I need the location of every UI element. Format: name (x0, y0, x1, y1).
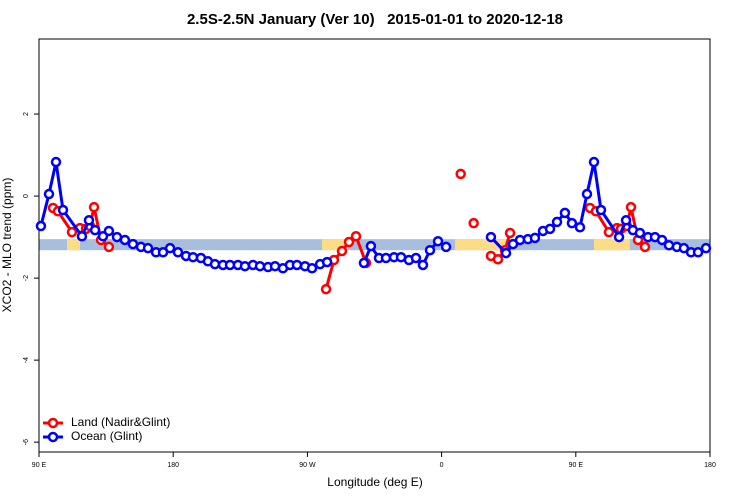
point (440, 241, 452, 253)
point (544, 223, 556, 235)
point (410, 252, 422, 264)
x-tick-label: 90 W (299, 462, 316, 469)
point (358, 257, 370, 269)
land-band (67, 239, 81, 251)
point (500, 247, 512, 259)
legend-marker (47, 431, 59, 443)
land-band (593, 239, 630, 251)
point (656, 234, 668, 246)
point (504, 227, 516, 239)
point (595, 204, 607, 216)
point (291, 259, 303, 271)
point (142, 242, 154, 254)
y-tick-label: -4 (23, 357, 30, 363)
point (625, 201, 637, 213)
point (321, 256, 333, 268)
x-tick-label: 0 (440, 462, 444, 469)
point (613, 231, 625, 243)
point (209, 258, 221, 270)
point (424, 244, 436, 256)
point (164, 242, 176, 254)
point (365, 240, 377, 252)
land-band (322, 239, 348, 251)
point (172, 247, 184, 258)
point (103, 241, 115, 253)
point (320, 283, 332, 295)
point (620, 215, 632, 226)
y-tick-label: -2 (23, 275, 30, 281)
x-tick-label: 90 E (32, 462, 47, 469)
point (559, 207, 571, 219)
y-tick-label: 0 (23, 194, 30, 198)
point (50, 156, 62, 168)
point (432, 235, 444, 247)
point (692, 247, 704, 258)
point (57, 204, 69, 216)
point (239, 260, 251, 272)
point (35, 220, 47, 232)
x-tick-label: 180 (704, 462, 716, 469)
point (603, 226, 615, 238)
point (574, 221, 586, 233)
x-axis-label: Longitude (deg E) (327, 475, 422, 489)
point (566, 217, 578, 229)
point (88, 201, 100, 213)
point (700, 242, 712, 254)
point (89, 224, 101, 236)
x-tick-label: 180 (167, 462, 179, 469)
point (43, 188, 55, 200)
land-band (455, 239, 508, 251)
point (468, 217, 479, 229)
point (343, 236, 355, 248)
point (119, 234, 131, 246)
point (639, 241, 651, 253)
point (455, 168, 466, 180)
point (76, 231, 88, 242)
point (66, 226, 78, 238)
point (492, 253, 504, 265)
point (306, 263, 318, 274)
point (588, 156, 600, 168)
point (634, 227, 646, 239)
point (417, 259, 429, 271)
point (380, 252, 392, 264)
point (254, 260, 266, 272)
legend-label: Ocean (Glint) (71, 429, 142, 443)
point (485, 231, 497, 243)
point (529, 232, 541, 244)
point (336, 245, 348, 257)
point (581, 188, 593, 200)
y-tick-label: 2 (23, 112, 30, 116)
point (551, 216, 563, 228)
point (127, 238, 139, 250)
chart-title: 2.5S-2.5N January (Ver 10) 2015-01-01 to… (187, 11, 563, 28)
series-line (39, 161, 707, 270)
point (83, 215, 95, 226)
y-tick-label: -6 (23, 439, 30, 445)
y-axis-label: XCO2 - MLO trend (ppm) (0, 178, 14, 313)
x-tick-label: 90 E (569, 462, 584, 469)
legend-marker (47, 417, 59, 429)
legend-label: Land (Nadir&Glint) (71, 415, 170, 429)
point (350, 231, 362, 242)
point (103, 225, 115, 237)
